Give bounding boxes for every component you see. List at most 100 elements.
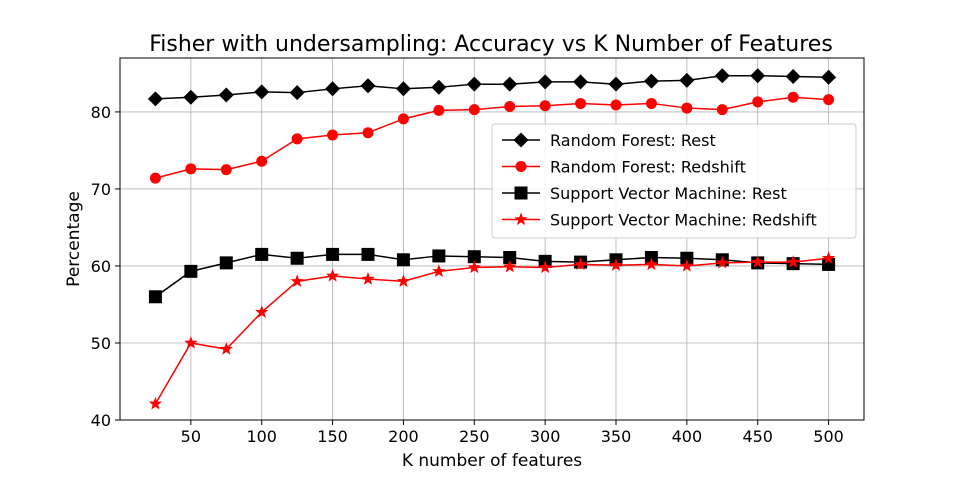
data-point xyxy=(218,87,234,103)
x-tick-label: 350 xyxy=(601,427,632,446)
data-point xyxy=(395,81,411,97)
series-1 xyxy=(147,68,837,107)
data-point xyxy=(468,104,480,116)
legend-label: Support Vector Machine: Redshift xyxy=(550,211,817,230)
data-point xyxy=(823,94,835,106)
series-4 xyxy=(148,251,836,410)
series-layer xyxy=(147,68,837,410)
x-tick-label: 300 xyxy=(530,427,561,446)
data-point xyxy=(255,247,269,261)
data-point xyxy=(503,250,517,264)
x-tick-label: 250 xyxy=(459,427,490,446)
legend-marker xyxy=(515,161,527,172)
data-point xyxy=(787,91,799,103)
data-point xyxy=(681,102,693,114)
x-tick-label: 200 xyxy=(388,427,419,446)
data-point xyxy=(432,249,446,263)
data-point xyxy=(785,68,801,84)
data-point xyxy=(573,74,589,90)
x-axis: 50 100 150 200 250 300 350 400 450 500 xyxy=(181,420,844,446)
legend-marker xyxy=(513,132,529,148)
data-point xyxy=(254,84,270,100)
data-point xyxy=(821,251,836,264)
data-point xyxy=(537,74,553,90)
data-point xyxy=(185,163,197,175)
data-point xyxy=(821,69,837,85)
series-line xyxy=(154,257,829,405)
data-point xyxy=(148,290,162,304)
legend-label: Random Forest: Redshift xyxy=(550,158,746,177)
data-point xyxy=(503,259,517,273)
legend: Random Forest: Rest Random Forest: Redshi… xyxy=(491,123,857,239)
x-tick-label: 150 xyxy=(317,427,348,446)
legend-entry: Support Vector Machine: Rest xyxy=(502,184,787,203)
data-point xyxy=(433,104,445,116)
data-point xyxy=(645,97,657,109)
data-point xyxy=(609,258,623,271)
data-point xyxy=(220,164,232,176)
data-point xyxy=(539,100,551,112)
data-point xyxy=(326,247,340,261)
data-point xyxy=(575,97,587,109)
x-tick-label: 100 xyxy=(246,427,277,446)
y-tick-label: 70 xyxy=(91,180,111,199)
data-point xyxy=(327,129,339,141)
legend-label: Support Vector Machine: Rest xyxy=(550,184,787,203)
data-point xyxy=(219,256,233,270)
data-point xyxy=(608,76,624,92)
legend-marker xyxy=(514,186,528,200)
data-point xyxy=(147,91,163,107)
data-point xyxy=(183,89,199,105)
x-tick-label: 50 xyxy=(181,427,201,446)
data-point xyxy=(680,258,694,272)
data-point xyxy=(715,255,729,269)
data-point xyxy=(432,264,446,278)
series-line xyxy=(155,96,829,179)
x-tick-label: 400 xyxy=(672,427,703,446)
legend-entry: Support Vector Machine: Redshift xyxy=(502,211,817,230)
y-axis-title: Percentage xyxy=(64,191,84,287)
data-point xyxy=(290,274,304,288)
data-point xyxy=(466,76,482,92)
data-point xyxy=(149,172,161,184)
x-axis-title: K number of features xyxy=(402,451,582,471)
data-point xyxy=(538,260,552,274)
data-point xyxy=(291,133,303,145)
data-point xyxy=(397,113,409,125)
legend-marker xyxy=(514,212,528,226)
data-point xyxy=(786,255,800,268)
data-point xyxy=(644,257,659,271)
data-point xyxy=(573,257,588,271)
legend-label: Random Forest: Rest xyxy=(550,131,716,150)
data-point xyxy=(610,99,622,111)
data-point xyxy=(502,76,518,92)
legend-entry: Random Forest: Rest xyxy=(502,131,716,150)
plot-frame xyxy=(119,57,865,421)
data-point xyxy=(361,247,375,261)
data-point xyxy=(396,274,411,288)
data-point xyxy=(716,104,728,116)
data-point xyxy=(396,253,410,267)
data-point xyxy=(325,81,341,97)
data-point xyxy=(714,68,730,84)
data-point xyxy=(751,255,765,268)
data-point xyxy=(360,78,376,94)
data-point xyxy=(256,155,268,167)
data-point xyxy=(467,260,481,274)
data-point xyxy=(362,127,374,139)
data-point xyxy=(148,396,163,410)
data-point xyxy=(504,101,516,113)
data-point xyxy=(289,85,305,101)
series-3 xyxy=(148,247,836,304)
data-point xyxy=(184,335,198,349)
data-point xyxy=(431,79,447,95)
y-axis: 40 50 60 70 80 xyxy=(91,103,120,430)
chart-title: Fisher with undersampling: Accuracy vs K… xyxy=(149,32,833,57)
series-2 xyxy=(149,91,835,184)
x-tick-label: 500 xyxy=(813,427,844,446)
data-point xyxy=(467,250,481,264)
legend-box xyxy=(491,123,857,239)
data-point xyxy=(255,305,269,318)
